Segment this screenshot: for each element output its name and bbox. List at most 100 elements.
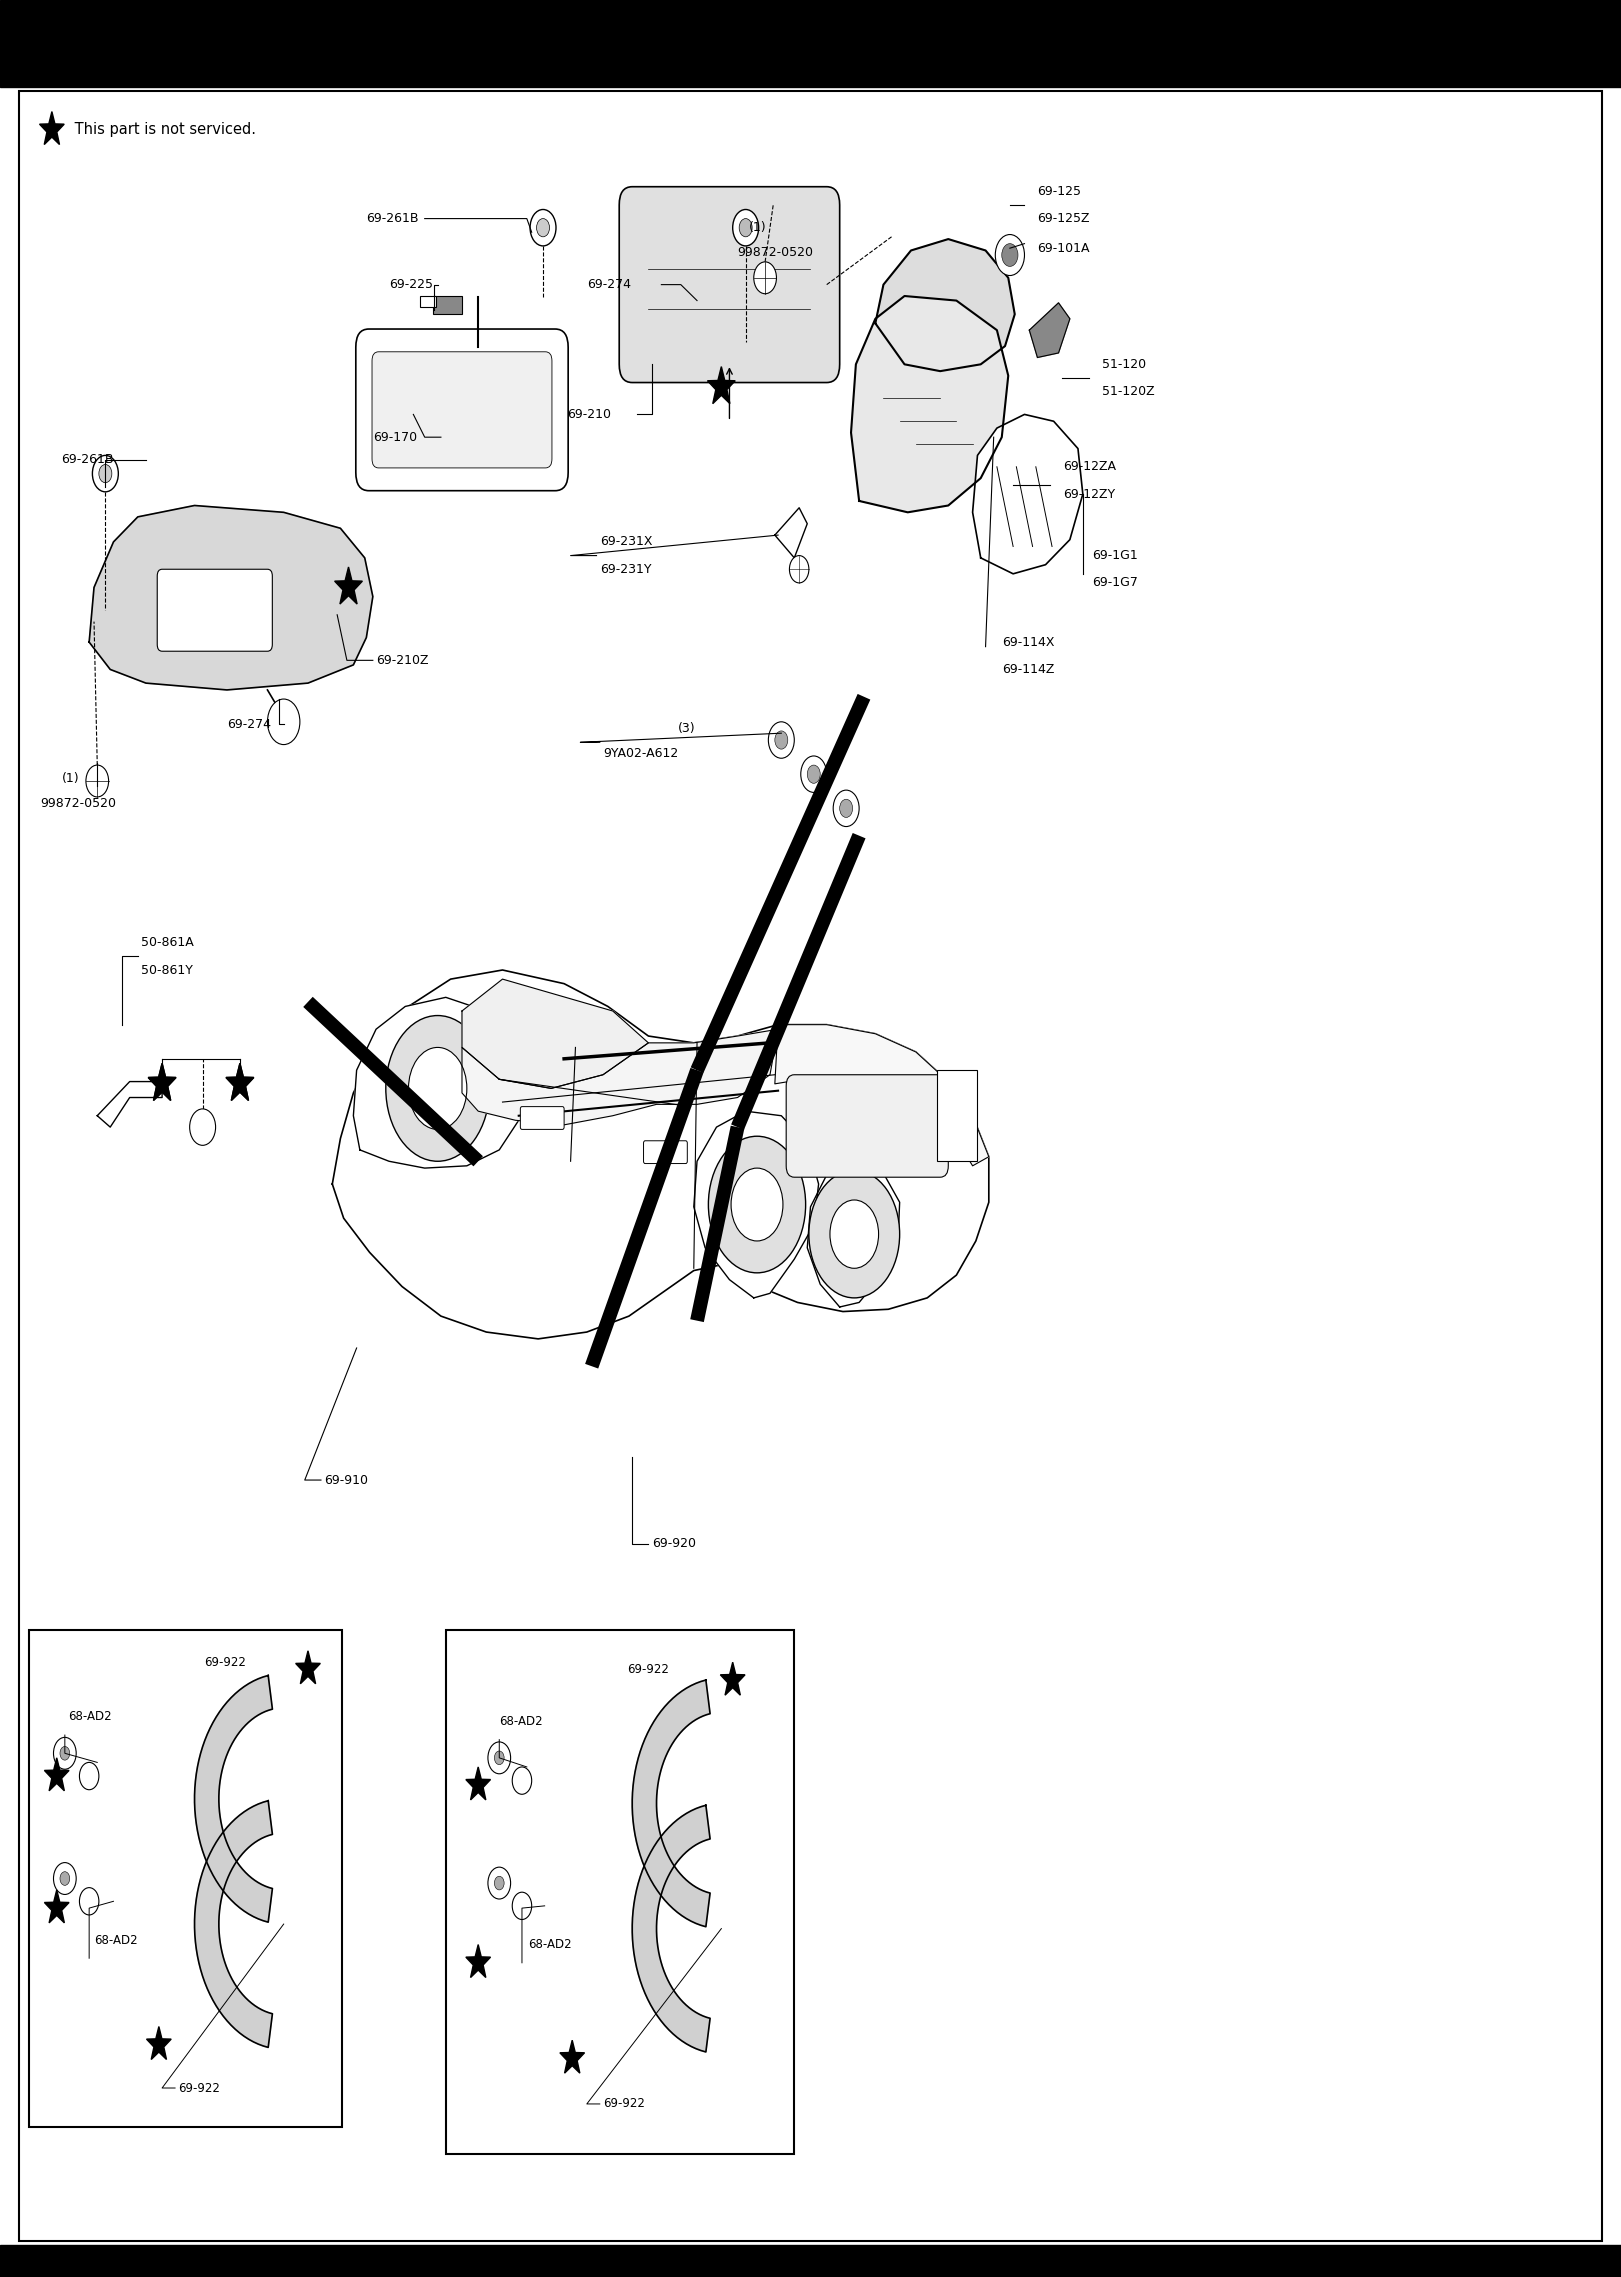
Text: 69-261B: 69-261B bbox=[366, 212, 418, 225]
Bar bbox=[446, 1630, 794, 2154]
Circle shape bbox=[733, 209, 759, 246]
Text: 69-922: 69-922 bbox=[627, 1662, 669, 1676]
Polygon shape bbox=[775, 508, 807, 558]
Polygon shape bbox=[632, 1806, 710, 2052]
Text: 69-210: 69-210 bbox=[567, 408, 611, 421]
Text: 69-170: 69-170 bbox=[373, 430, 417, 444]
Circle shape bbox=[386, 1016, 490, 1161]
Polygon shape bbox=[295, 1651, 321, 1683]
Text: 69-920: 69-920 bbox=[652, 1537, 695, 1551]
Polygon shape bbox=[775, 1025, 989, 1166]
Polygon shape bbox=[195, 1676, 272, 1922]
Text: 69-910: 69-910 bbox=[324, 1473, 368, 1487]
Text: 69-231Y: 69-231Y bbox=[600, 562, 652, 576]
Polygon shape bbox=[353, 997, 527, 1168]
FancyBboxPatch shape bbox=[355, 330, 567, 492]
Text: (1): (1) bbox=[62, 772, 79, 786]
Bar bbox=[29, 1630, 342, 2127]
Circle shape bbox=[60, 1746, 70, 1760]
Circle shape bbox=[92, 455, 118, 492]
Bar bbox=[937, 1070, 977, 1161]
Polygon shape bbox=[148, 1063, 177, 1100]
Circle shape bbox=[830, 1200, 879, 1268]
Text: 69-210Z: 69-210Z bbox=[376, 653, 428, 667]
Circle shape bbox=[79, 1888, 99, 1915]
Circle shape bbox=[768, 722, 794, 758]
Polygon shape bbox=[973, 414, 1083, 574]
Text: 69-12ZA: 69-12ZA bbox=[1063, 460, 1117, 474]
Polygon shape bbox=[89, 505, 373, 690]
Text: 99872-0520: 99872-0520 bbox=[41, 797, 117, 811]
Bar bbox=[0, 0, 1621, 87]
Text: 51-120Z: 51-120Z bbox=[1102, 385, 1154, 398]
FancyBboxPatch shape bbox=[157, 569, 272, 651]
Text: 69-922: 69-922 bbox=[204, 1655, 246, 1669]
Circle shape bbox=[86, 765, 109, 797]
Text: 69-114X: 69-114X bbox=[1002, 635, 1054, 649]
Bar bbox=[0, 2245, 1621, 2277]
Circle shape bbox=[995, 235, 1024, 276]
Polygon shape bbox=[39, 112, 65, 143]
FancyBboxPatch shape bbox=[520, 1107, 564, 1129]
Text: 51-120: 51-120 bbox=[1102, 357, 1146, 371]
Circle shape bbox=[512, 1892, 532, 1920]
Polygon shape bbox=[694, 1111, 819, 1298]
Polygon shape bbox=[195, 1801, 272, 2047]
Text: 69-274: 69-274 bbox=[587, 278, 631, 291]
Circle shape bbox=[190, 1109, 216, 1145]
Text: 69-1G1: 69-1G1 bbox=[1093, 549, 1138, 562]
Text: 9YA02-A612: 9YA02-A612 bbox=[603, 747, 678, 761]
Polygon shape bbox=[462, 1029, 778, 1125]
Circle shape bbox=[833, 790, 859, 827]
Circle shape bbox=[530, 209, 556, 246]
Circle shape bbox=[488, 1867, 511, 1899]
Text: 69-274: 69-274 bbox=[227, 717, 271, 731]
Polygon shape bbox=[720, 1662, 746, 1694]
FancyBboxPatch shape bbox=[786, 1075, 948, 1177]
Circle shape bbox=[739, 219, 752, 237]
Polygon shape bbox=[465, 1767, 491, 1799]
Polygon shape bbox=[462, 979, 648, 1088]
Text: 69-231X: 69-231X bbox=[600, 535, 652, 549]
Circle shape bbox=[488, 1742, 511, 1774]
FancyBboxPatch shape bbox=[371, 353, 551, 469]
Text: (1): (1) bbox=[749, 221, 767, 235]
Polygon shape bbox=[225, 1063, 254, 1100]
Circle shape bbox=[53, 1737, 76, 1769]
Text: 50-861Y: 50-861Y bbox=[141, 963, 193, 977]
Bar bbox=[420, 296, 436, 307]
Polygon shape bbox=[332, 970, 989, 1339]
Text: 68-AD2: 68-AD2 bbox=[68, 1710, 112, 1724]
Circle shape bbox=[99, 465, 112, 483]
Polygon shape bbox=[559, 2040, 585, 2072]
Circle shape bbox=[267, 699, 300, 745]
Circle shape bbox=[789, 556, 809, 583]
Text: 68-AD2: 68-AD2 bbox=[94, 1933, 138, 1947]
Text: 69-125: 69-125 bbox=[1037, 184, 1081, 198]
Polygon shape bbox=[707, 367, 736, 403]
Polygon shape bbox=[225, 1063, 254, 1100]
Text: 69-922: 69-922 bbox=[603, 2097, 645, 2111]
Text: 69-261B: 69-261B bbox=[62, 453, 113, 467]
Polygon shape bbox=[807, 1161, 900, 1307]
Circle shape bbox=[494, 1876, 504, 1890]
Circle shape bbox=[494, 1751, 504, 1765]
Circle shape bbox=[1002, 244, 1018, 266]
Text: 69-125Z: 69-125Z bbox=[1037, 212, 1089, 225]
Text: 68-AD2: 68-AD2 bbox=[499, 1715, 543, 1728]
Circle shape bbox=[801, 756, 827, 792]
Circle shape bbox=[79, 1762, 99, 1790]
Text: 50-861A: 50-861A bbox=[141, 936, 195, 950]
Circle shape bbox=[60, 1872, 70, 1885]
Polygon shape bbox=[851, 296, 1008, 512]
Polygon shape bbox=[97, 1082, 162, 1127]
Circle shape bbox=[53, 1863, 76, 1894]
Circle shape bbox=[809, 1170, 900, 1298]
Circle shape bbox=[512, 1767, 532, 1794]
Polygon shape bbox=[1029, 303, 1070, 357]
Circle shape bbox=[807, 765, 820, 783]
FancyBboxPatch shape bbox=[644, 1141, 687, 1164]
Text: (3): (3) bbox=[678, 722, 695, 735]
Text: 69-922: 69-922 bbox=[178, 2081, 220, 2095]
Text: 69-114Z: 69-114Z bbox=[1002, 663, 1054, 676]
